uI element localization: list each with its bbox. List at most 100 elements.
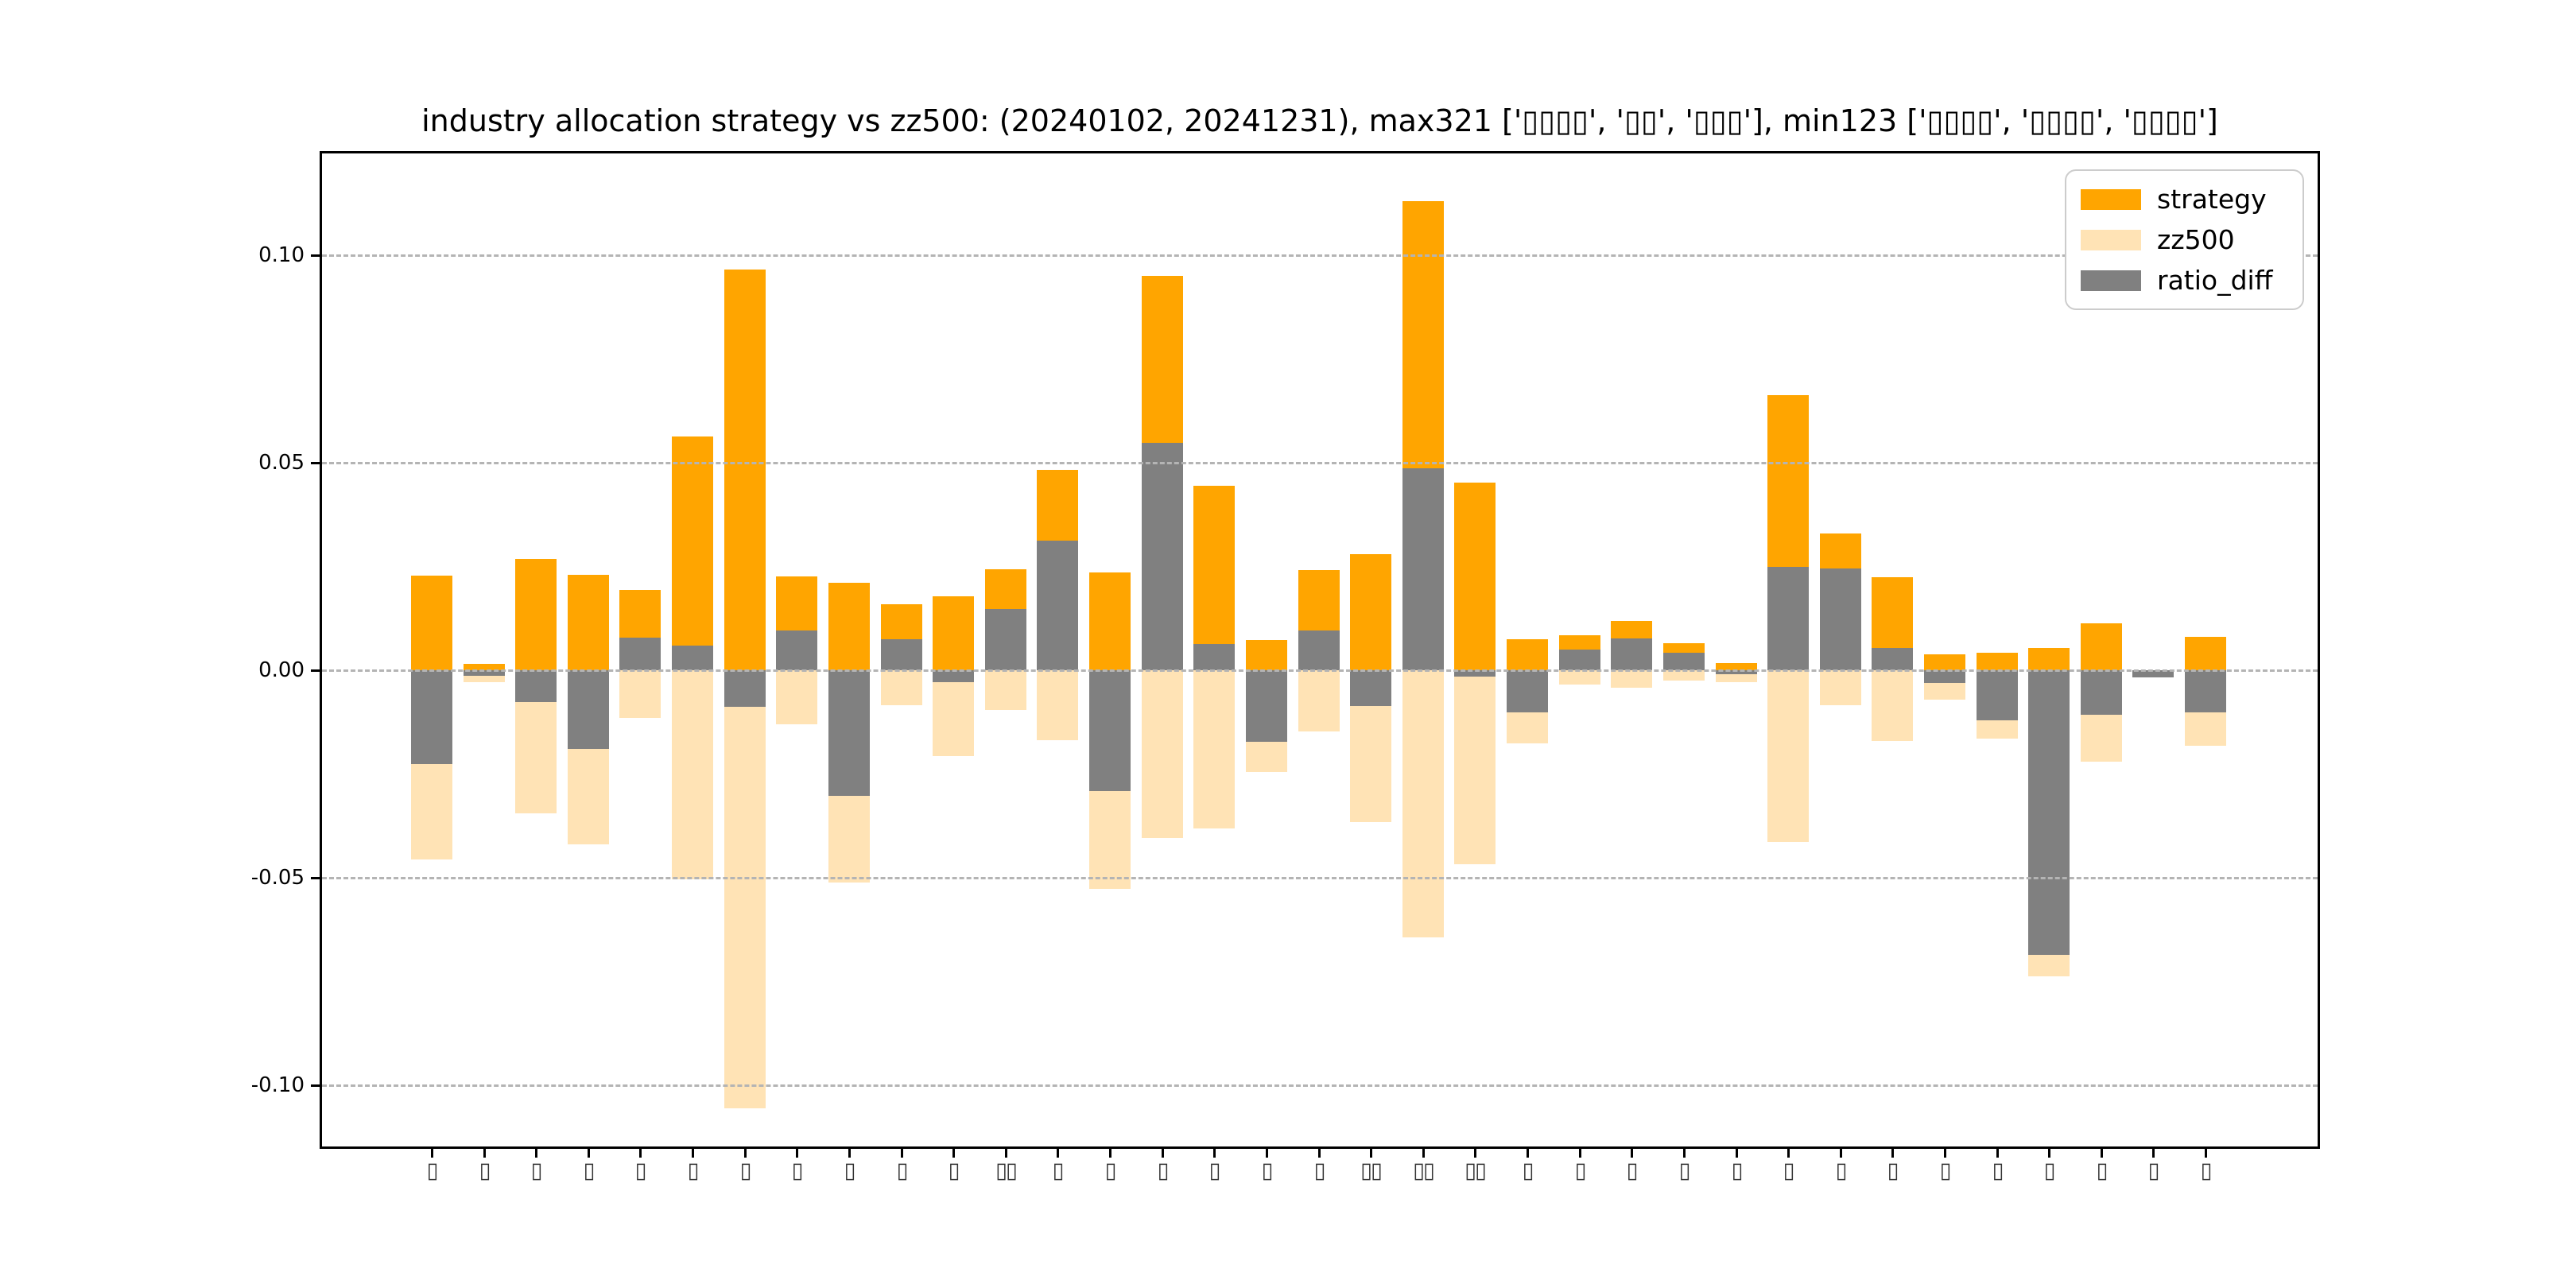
bar-strategy [568,575,609,670]
x-axis-tick-label: ▯▯ [995,1158,1018,1183]
bar-ratio-diff [724,670,766,707]
x-axis-tick-label: ▯▯ [1413,1158,1435,1183]
y-axis-tick-label: 0.10 [258,243,305,267]
x-axis-tick-mark [2101,1146,2103,1158]
x-axis-tick-mark [1891,1146,1894,1158]
bar-ratio-diff [1037,541,1078,670]
y-axis-tick-mark [311,254,322,257]
bar-zz500 [1454,670,1496,864]
bar-strategy [2081,623,2122,670]
bar-ratio-diff [1611,638,1652,670]
bar-strategy [1193,486,1235,670]
legend-label: zz500 [2157,224,2235,255]
bar-ratio-diff [411,670,452,764]
legend-swatch [2081,229,2141,250]
x-axis-tick-label: ▯ [1313,1158,1326,1183]
x-axis-tick-label: ▯ [1104,1158,1117,1183]
bar-strategy [1924,654,1965,670]
x-axis-tick-label: ▯ [479,1158,491,1183]
x-axis-tick-mark [1683,1146,1686,1158]
x-axis-tick-mark [1109,1146,1111,1158]
legend-swatch [2081,270,2141,291]
x-axis-tick-mark [692,1146,694,1158]
bar-ratio-diff [1142,443,1183,670]
x-axis-tick-mark [1527,1146,1529,1158]
chart-title: industry allocation strategy vs zz500: (… [421,103,2218,138]
bar-strategy [828,583,870,670]
bar-zz500 [1559,670,1600,685]
x-axis-tick-label: ▯ [739,1158,752,1183]
bar-strategy [1246,640,1287,670]
x-axis-tick-mark [1944,1146,1946,1158]
bar-strategy [1350,554,1391,670]
bar-ratio-diff [933,670,974,682]
x-axis-tick-label: ▯ [1939,1158,1952,1183]
x-axis-tick-mark [1162,1146,1164,1158]
x-axis-tick-label: ▯ [948,1158,960,1183]
bar-zz500 [1820,670,1861,705]
bar-zz500 [619,670,661,718]
bar-ratio-diff [464,670,505,676]
bar-zz500 [985,670,1026,710]
bar-zz500 [1193,670,1235,828]
bar-ratio-diff [1350,670,1391,706]
x-axis-tick-mark [1266,1146,1268,1158]
bar-strategy [672,436,713,670]
bar-zz500 [1402,670,1444,937]
bar-ratio-diff [1402,468,1444,670]
x-axis-tick-mark [2152,1146,2155,1158]
x-axis-tick-mark [1370,1146,1372,1158]
y-axis-tick-mark [311,669,322,672]
x-axis-tick-label: ▯ [1261,1158,1274,1183]
x-axis-tick-label: ▯▯ [1360,1158,1383,1183]
x-axis-tick-label: ▯ [1574,1158,1587,1183]
bar-ratio-diff [881,639,922,670]
x-axis-tick-label: ▯ [2147,1158,2160,1183]
bar-strategy [464,664,505,670]
x-axis-tick-mark [1840,1146,1842,1158]
gridline [322,1084,2318,1087]
legend-label: ratio_diff [2157,265,2273,296]
x-axis-tick-mark [639,1146,642,1158]
x-axis-tick-mark [952,1146,955,1158]
legend-item: zz500 [2081,224,2288,255]
x-axis-tick-mark [1057,1146,1059,1158]
x-axis-tick-label: ▯ [2096,1158,2109,1183]
bar-strategy [724,270,766,670]
x-axis-tick-label: ▯▯ [1465,1158,1487,1183]
x-axis-tick-mark [1996,1146,1999,1158]
x-axis-tick-label: ▯ [896,1158,909,1183]
legend-item: ratio_diff [2081,265,2288,296]
bar-strategy [1507,639,1548,670]
bar-zz500 [1298,670,1340,731]
bar-ratio-diff [672,646,713,670]
y-axis-tick-mark [311,1084,322,1087]
x-axis-tick-label: ▯ [1052,1158,1065,1183]
x-axis-tick-mark [1474,1146,1476,1158]
bar-ratio-diff [2132,670,2174,677]
x-axis-tick-mark [1736,1146,1738,1158]
bar-ratio-diff [1246,670,1287,742]
plot-area [320,151,2320,1149]
x-axis-tick-mark [901,1146,903,1158]
x-axis-tick-mark [2205,1146,2207,1158]
gridline [322,877,2318,879]
bar-ratio-diff [2185,670,2226,712]
bar-zz500 [724,670,766,1108]
x-axis-tick-label: ▯ [1678,1158,1691,1183]
legend-swatch [2081,188,2141,210]
bar-ratio-diff [2081,670,2122,715]
bar-ratio-diff [2028,670,2070,955]
gridline [322,254,2318,257]
bar-strategy [411,576,452,670]
bar-strategy [1089,572,1131,670]
x-axis-tick-mark [1579,1146,1581,1158]
y-axis-tick-mark [311,877,322,879]
x-axis-tick-label: ▯ [1731,1158,1744,1183]
x-axis-tick-label: ▯ [1992,1158,2004,1183]
bar-zz500 [1767,670,1809,842]
bar-zz500 [1142,670,1183,838]
bar-ratio-diff [1663,653,1705,670]
x-axis-tick-label: ▯ [1783,1158,1795,1183]
